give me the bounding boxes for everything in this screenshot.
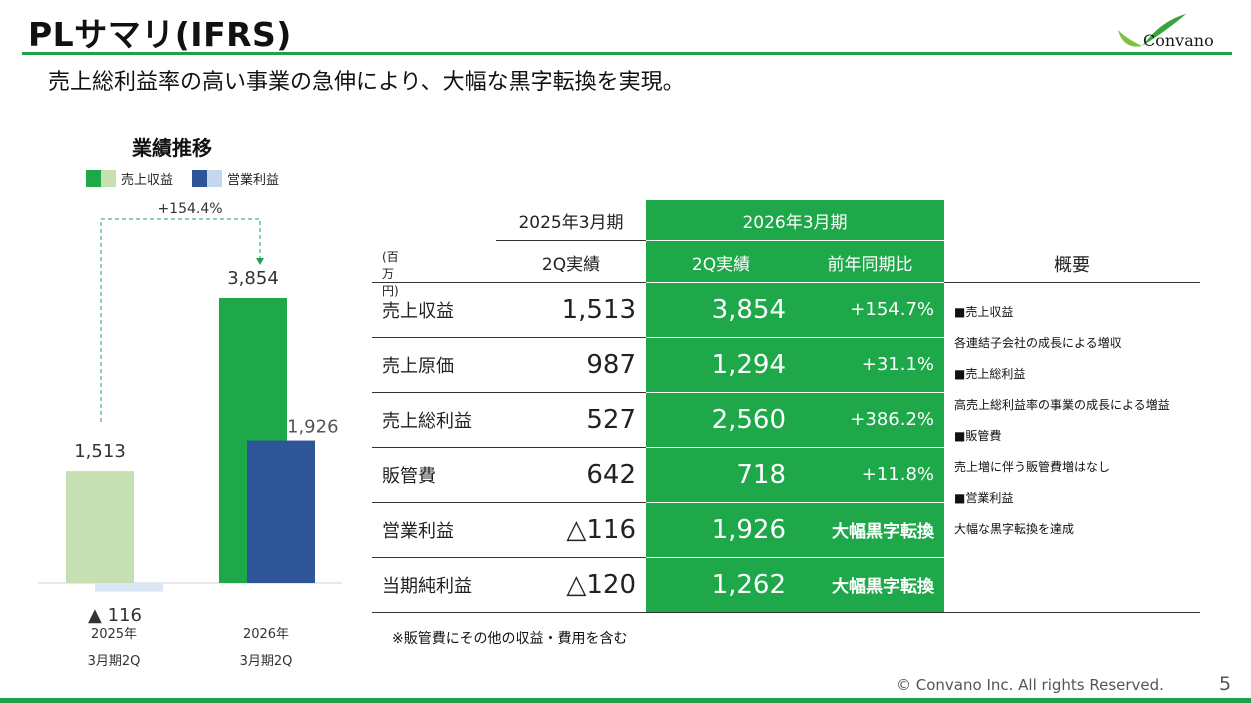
- legend-swatch-revenue-current: [86, 170, 101, 187]
- legend-swatch-revenue-prior: [101, 170, 116, 187]
- logo-leaf-icon: [1118, 14, 1186, 47]
- copyright: © Convano Inc. All rights Reserved.: [896, 676, 1164, 694]
- row-rule: [372, 282, 646, 283]
- fy2026-block: [646, 200, 944, 612]
- row-curr-value: 1,262: [711, 569, 786, 600]
- summary-text: 高売上総利益率の事業の成長による増益: [954, 398, 1170, 412]
- summary-heading: ■売上総利益: [954, 367, 1026, 381]
- growth-annotation: +154.4%: [157, 201, 222, 217]
- row-curr-value: 1,294: [711, 349, 786, 380]
- row-prev-value: △116: [566, 514, 636, 545]
- summary-heading: ■営業利益: [954, 491, 1014, 505]
- legend-op-profit: 営業利益: [192, 169, 279, 188]
- legend-label-op-profit: 営業利益: [227, 173, 280, 188]
- page-subtitle: 売上総利益率の高い事業の急伸により、大幅な黒字転換を実現。: [48, 70, 685, 95]
- row-rule: [372, 392, 646, 393]
- header-rule-fy2025: [496, 240, 646, 241]
- row-curr-value: 2,560: [711, 404, 786, 435]
- row-rule: [646, 282, 944, 283]
- row-yoy-value: 大幅黒字転換: [832, 577, 934, 597]
- row-yoy-value: +386.2%: [850, 409, 934, 430]
- row-curr-value: 1,926: [711, 514, 786, 545]
- row-label: 売上収益: [382, 300, 454, 322]
- legend-label-revenue: 売上収益: [121, 173, 174, 188]
- table-rule: [944, 282, 1200, 283]
- performance-chart: +154.4% 1,513 3,854 ▲ 116 1,926 2025年 3月…: [38, 201, 342, 669]
- row-rule: [372, 447, 646, 448]
- row-rule: [646, 502, 944, 503]
- row-label: 営業利益: [382, 520, 454, 542]
- row-rule: [372, 502, 646, 503]
- footer-rule: [0, 698, 1251, 703]
- row-yoy-value: +11.8%: [861, 464, 934, 485]
- summary-heading: ■販管費: [954, 429, 1002, 443]
- unit-label: (百万円): [382, 250, 399, 298]
- page-title: PLサマリ(IFRS): [28, 15, 292, 54]
- header-fy2025: 2025年3月期: [518, 212, 624, 233]
- category-2026-line1: 2026年: [243, 627, 289, 642]
- header-summary: 概要: [1054, 255, 1090, 276]
- row-prev-value: △120: [566, 569, 636, 600]
- row-yoy-value: 大幅黒字転換: [832, 522, 934, 542]
- growth-arrow-head: [256, 258, 264, 265]
- label-revenue-2025: 1,513: [74, 441, 126, 462]
- row-rule: [372, 337, 646, 338]
- summary-text: 売上増に伴う販管費増はなし: [954, 460, 1111, 474]
- legend-swatch-op-current: [192, 170, 207, 187]
- row-label: 当期純利益: [382, 575, 472, 597]
- category-2025-line1: 2025年: [91, 627, 137, 642]
- bar-revenue-2025: [66, 471, 134, 583]
- footnote: ※販管費にその他の収益・費用を含む: [392, 631, 628, 647]
- row-prev-value: 527: [586, 404, 636, 435]
- row-rule: [646, 557, 944, 558]
- row-rule: [646, 392, 944, 393]
- row-curr-value: 718: [736, 459, 786, 490]
- row-label: 売上原価: [382, 355, 454, 377]
- row-label: 売上総利益: [382, 410, 472, 432]
- row-yoy-value: +31.1%: [861, 354, 934, 375]
- summary-text: 大幅な黒字転換を達成: [954, 522, 1075, 536]
- row-rule: [646, 447, 944, 448]
- header-2q-2025: 2Q実績: [541, 254, 601, 275]
- row-prev-value: 1,513: [561, 294, 636, 325]
- bar-op-profit-2026: [247, 440, 315, 583]
- header-rule-fy2026: [646, 240, 944, 241]
- growth-arrow: [100, 218, 261, 422]
- row-rule: [372, 557, 646, 558]
- row-prev-value: 642: [586, 459, 636, 490]
- row-curr-value: 3,854: [711, 294, 786, 325]
- label-op-profit-2025: ▲ 116: [88, 605, 142, 626]
- row-prev-value: 987: [586, 349, 636, 380]
- page-number: 5: [1219, 673, 1232, 695]
- row-label: 販管費: [382, 465, 436, 487]
- legend-swatch-op-prior: [207, 170, 222, 187]
- header-2q-2026: 2Q実績: [691, 254, 751, 275]
- row-rule: [646, 337, 944, 338]
- header-fy2026: 2026年3月期: [742, 212, 848, 233]
- label-revenue-2026: 3,854: [227, 268, 279, 289]
- table-rule: [372, 612, 1200, 613]
- header-yoy: 前年同期比: [827, 254, 913, 275]
- logo-text: Convano: [1143, 31, 1214, 50]
- legend-revenue: 売上収益: [86, 169, 173, 188]
- category-2025-line2: 3月期2Q: [88, 654, 141, 669]
- label-op-profit-2026: 1,926: [287, 417, 339, 438]
- summary-text: 各連結子会社の成長による増収: [954, 336, 1122, 350]
- summary-heading: ■売上収益: [954, 305, 1014, 319]
- bar-op-profit-2025: [95, 583, 163, 592]
- header-rule: [22, 52, 1232, 55]
- chart-title: 業績推移: [132, 136, 212, 160]
- category-2026-line2: 3月期2Q: [240, 654, 293, 669]
- row-yoy-value: +154.7%: [850, 299, 934, 320]
